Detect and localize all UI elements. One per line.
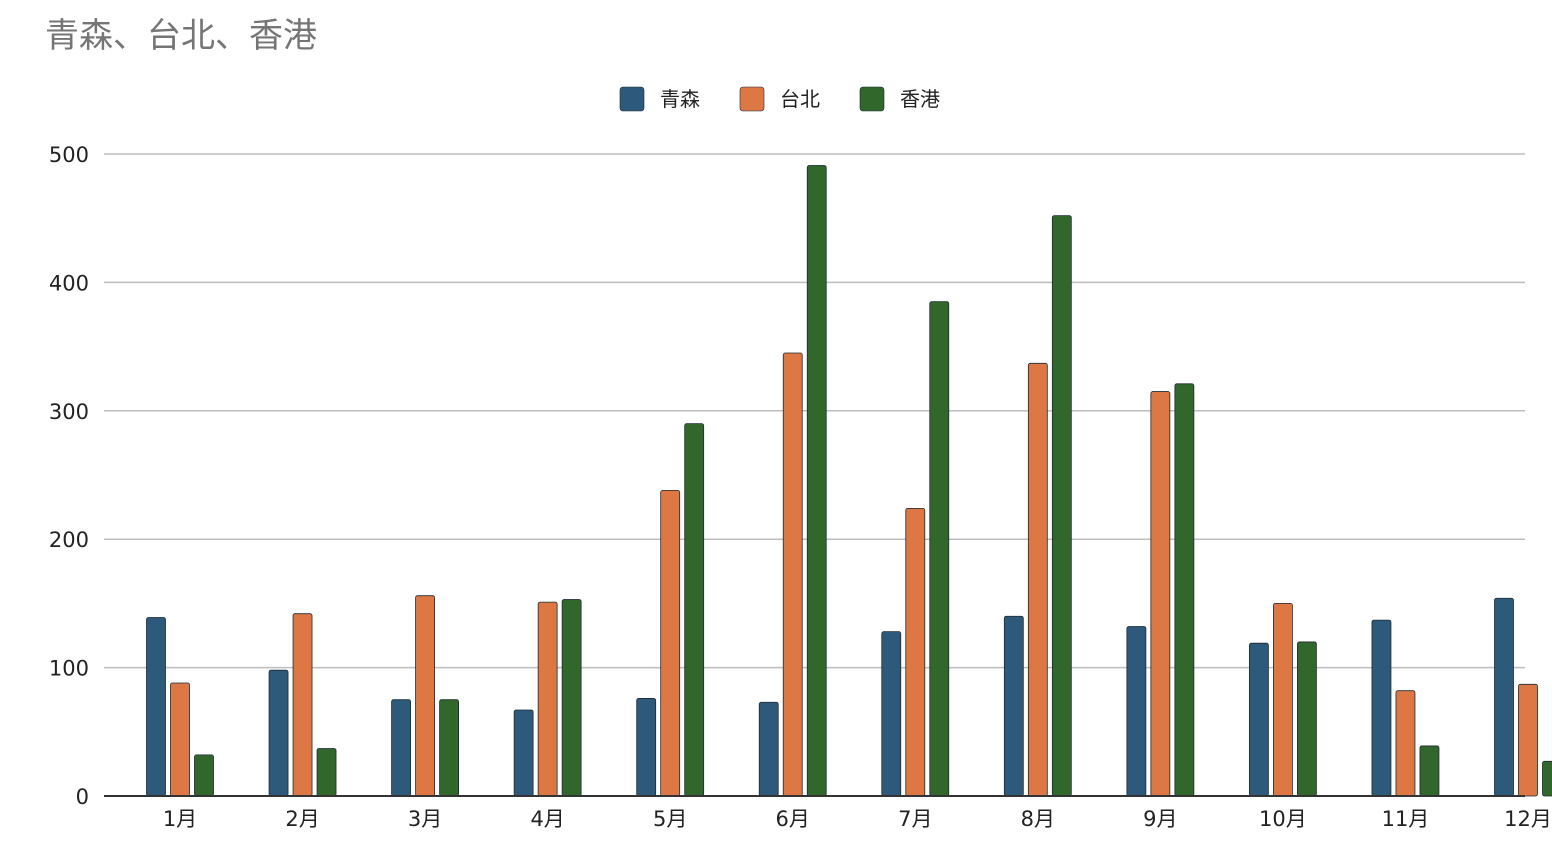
bars xyxy=(146,165,1552,797)
x-tick-label: 8月 xyxy=(1021,807,1055,831)
legend-label: 台北 xyxy=(780,87,820,111)
bar xyxy=(1126,626,1147,797)
bar xyxy=(1174,383,1195,797)
bar xyxy=(1419,745,1440,797)
bar xyxy=(146,617,166,797)
legend-swatch xyxy=(619,86,645,112)
bar xyxy=(782,352,803,797)
x-tick-label: 4月 xyxy=(530,807,564,831)
legend-label: 香港 xyxy=(900,87,940,111)
bar xyxy=(1395,690,1416,797)
bar xyxy=(537,601,558,797)
y-tick-label: 200 xyxy=(49,528,89,552)
bar xyxy=(268,669,289,797)
bar xyxy=(170,682,190,797)
y-tick-label: 500 xyxy=(49,143,89,167)
bar xyxy=(1051,215,1072,797)
x-tick-label: 11月 xyxy=(1382,807,1430,831)
bar xyxy=(1273,603,1293,797)
y-tick-label: 0 xyxy=(76,785,89,809)
y-tick-label: 300 xyxy=(49,400,89,424)
bar xyxy=(660,490,681,797)
x-tick-label: 7月 xyxy=(898,807,932,831)
bar xyxy=(684,423,705,797)
x-tick-label: 5月 xyxy=(653,807,687,831)
x-tick-label: 6月 xyxy=(776,807,810,831)
y-tick-label: 400 xyxy=(49,271,89,295)
x-tick-label: 12月 xyxy=(1504,807,1552,831)
bar xyxy=(439,699,459,797)
legend: 青森 台北 香港 xyxy=(619,86,940,112)
bar xyxy=(905,507,926,797)
bar xyxy=(806,165,827,797)
bar xyxy=(1003,615,1024,797)
bar xyxy=(1542,760,1552,797)
bar xyxy=(292,613,313,797)
x-tick-label: 3月 xyxy=(408,807,442,831)
bar xyxy=(1371,619,1392,797)
bar xyxy=(1249,642,1269,797)
bar xyxy=(1518,683,1538,797)
bar xyxy=(194,754,214,797)
bar xyxy=(316,748,337,797)
bar xyxy=(561,599,582,797)
bar xyxy=(1494,597,1514,797)
bar xyxy=(1027,362,1048,797)
bar xyxy=(881,631,902,797)
chart-title: 青森、台北、香港 xyxy=(45,16,317,56)
bar xyxy=(1150,391,1171,797)
y-tick-label: 100 xyxy=(49,657,89,681)
bar xyxy=(415,595,435,797)
bar xyxy=(1297,641,1317,797)
y-axis-ticks: 0 100 200 300 400 500 xyxy=(49,143,89,809)
bar xyxy=(391,699,411,797)
x-tick-label: 1月 xyxy=(163,807,197,831)
bar xyxy=(758,701,779,797)
x-axis: 1月 2月 3月 4月 5月 6月 7月 8月 9月 10月 11月 12月 xyxy=(104,795,1552,831)
x-tick-label: 9月 xyxy=(1143,807,1177,831)
legend-label: 青森 xyxy=(660,87,700,111)
x-tick-label: 2月 xyxy=(285,807,319,831)
legend-swatch xyxy=(739,86,765,112)
bar xyxy=(513,709,534,797)
bar xyxy=(636,698,657,797)
x-tick-label: 10月 xyxy=(1259,807,1307,831)
legend-swatch xyxy=(859,86,885,112)
bar xyxy=(929,301,950,797)
